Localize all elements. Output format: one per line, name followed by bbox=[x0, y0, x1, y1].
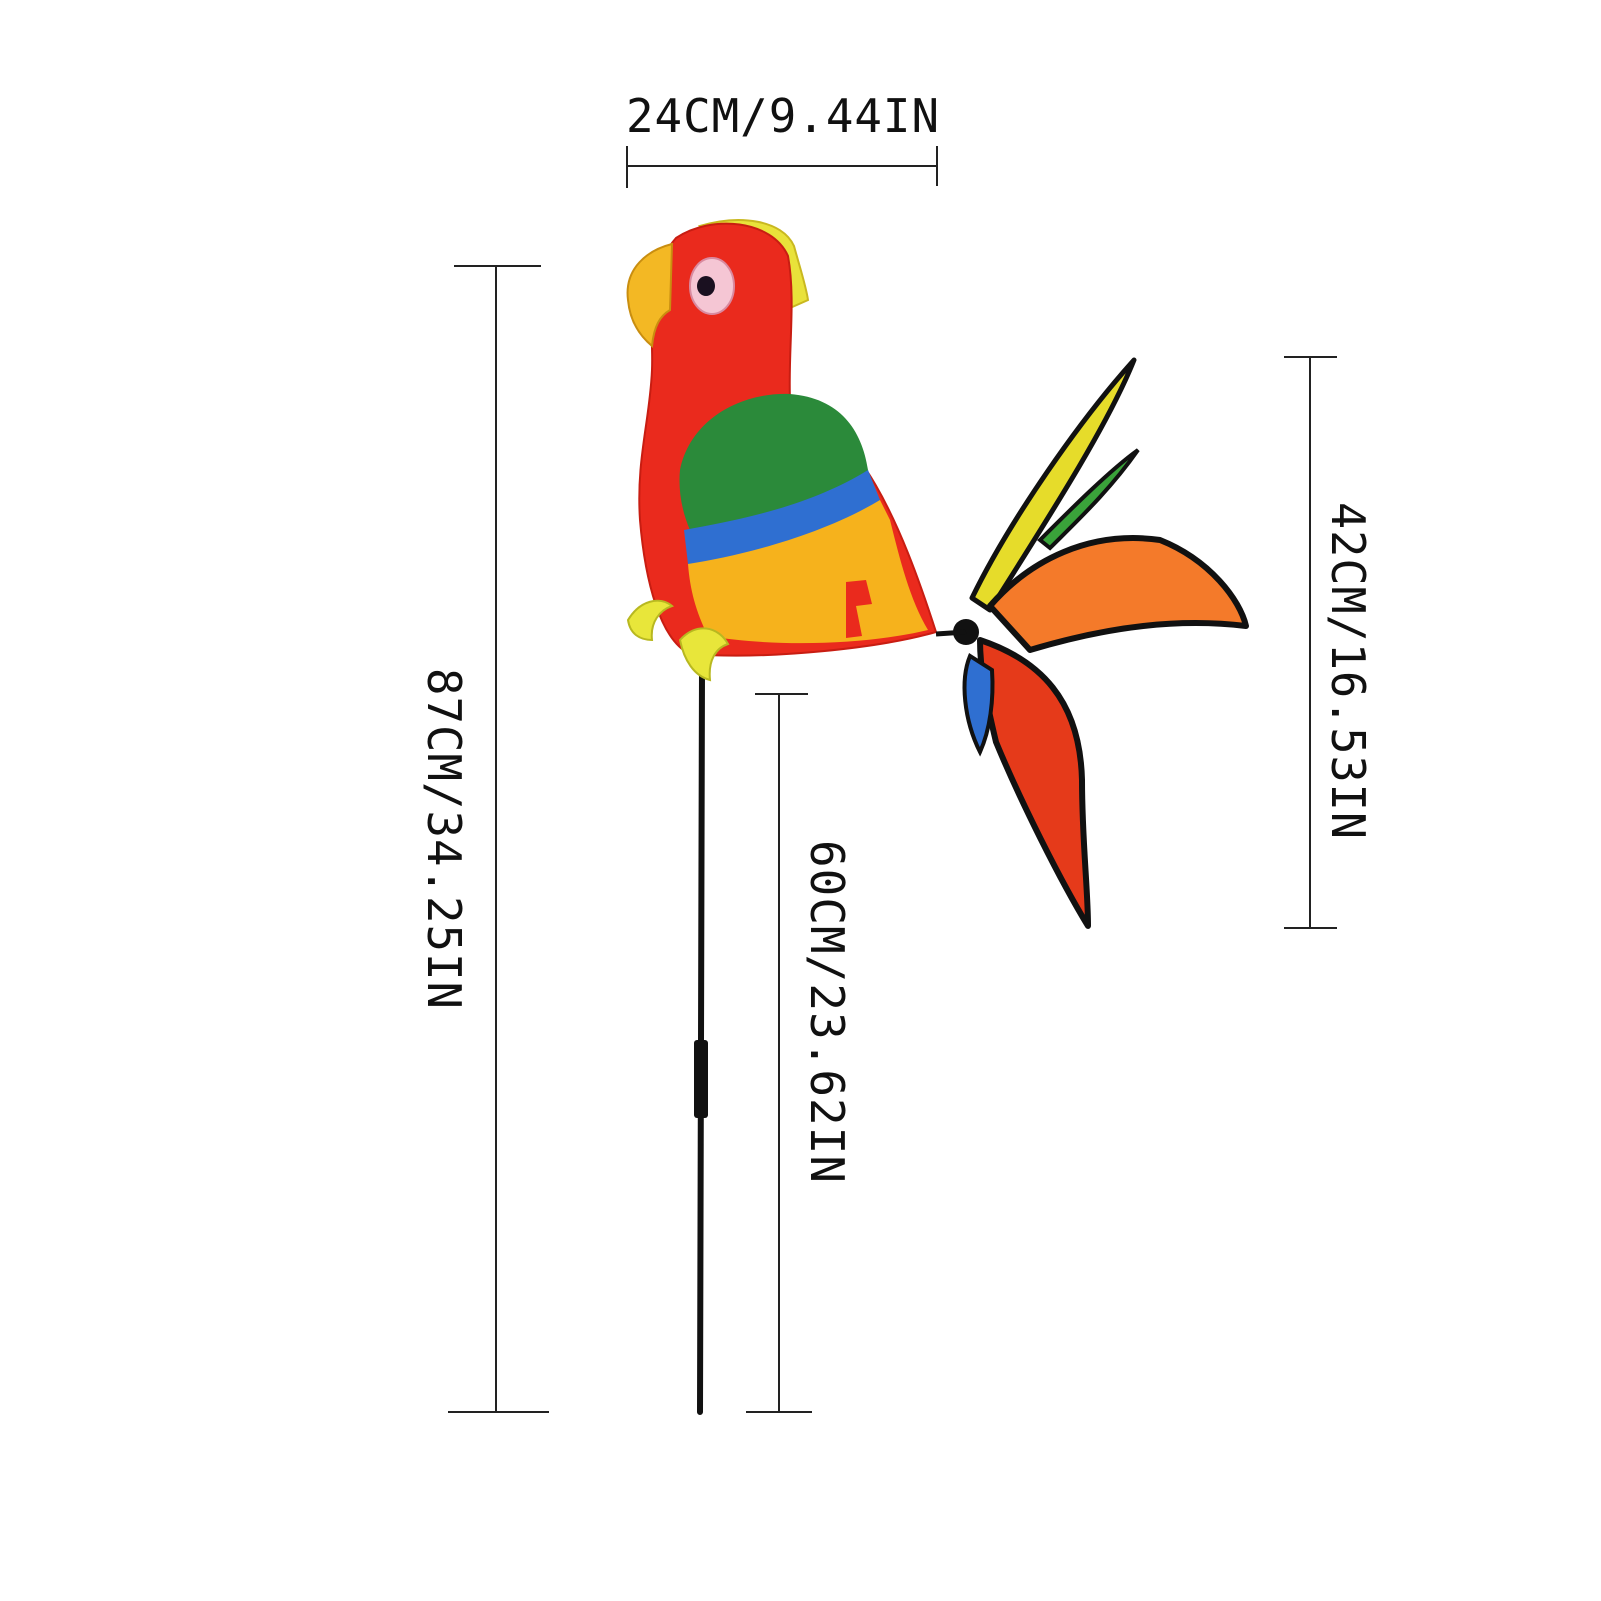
parrot-body bbox=[626, 219, 938, 682]
pinwheel-tail bbox=[935, 357, 1249, 929]
pinwheel-height-label: 42CM/16.53IN bbox=[1321, 502, 1375, 840]
total-height-label: 87CM/34.25IN bbox=[417, 668, 471, 1010]
width-label: 24CM/9.44IN bbox=[626, 89, 940, 143]
stake-height-label: 60CM/23.62IN bbox=[800, 840, 854, 1184]
total-height-dimension: 87CM/34.25IN bbox=[417, 265, 549, 1413]
parrot-pinwheel-illustration bbox=[626, 219, 1249, 1415]
width-dimension: 24CM/9.44IN bbox=[626, 89, 940, 188]
stake bbox=[694, 667, 708, 1415]
pinwheel-height-dimension: 42CM/16.53IN bbox=[1284, 356, 1375, 929]
stake-height-dimension: 60CM/23.62IN bbox=[746, 693, 854, 1413]
